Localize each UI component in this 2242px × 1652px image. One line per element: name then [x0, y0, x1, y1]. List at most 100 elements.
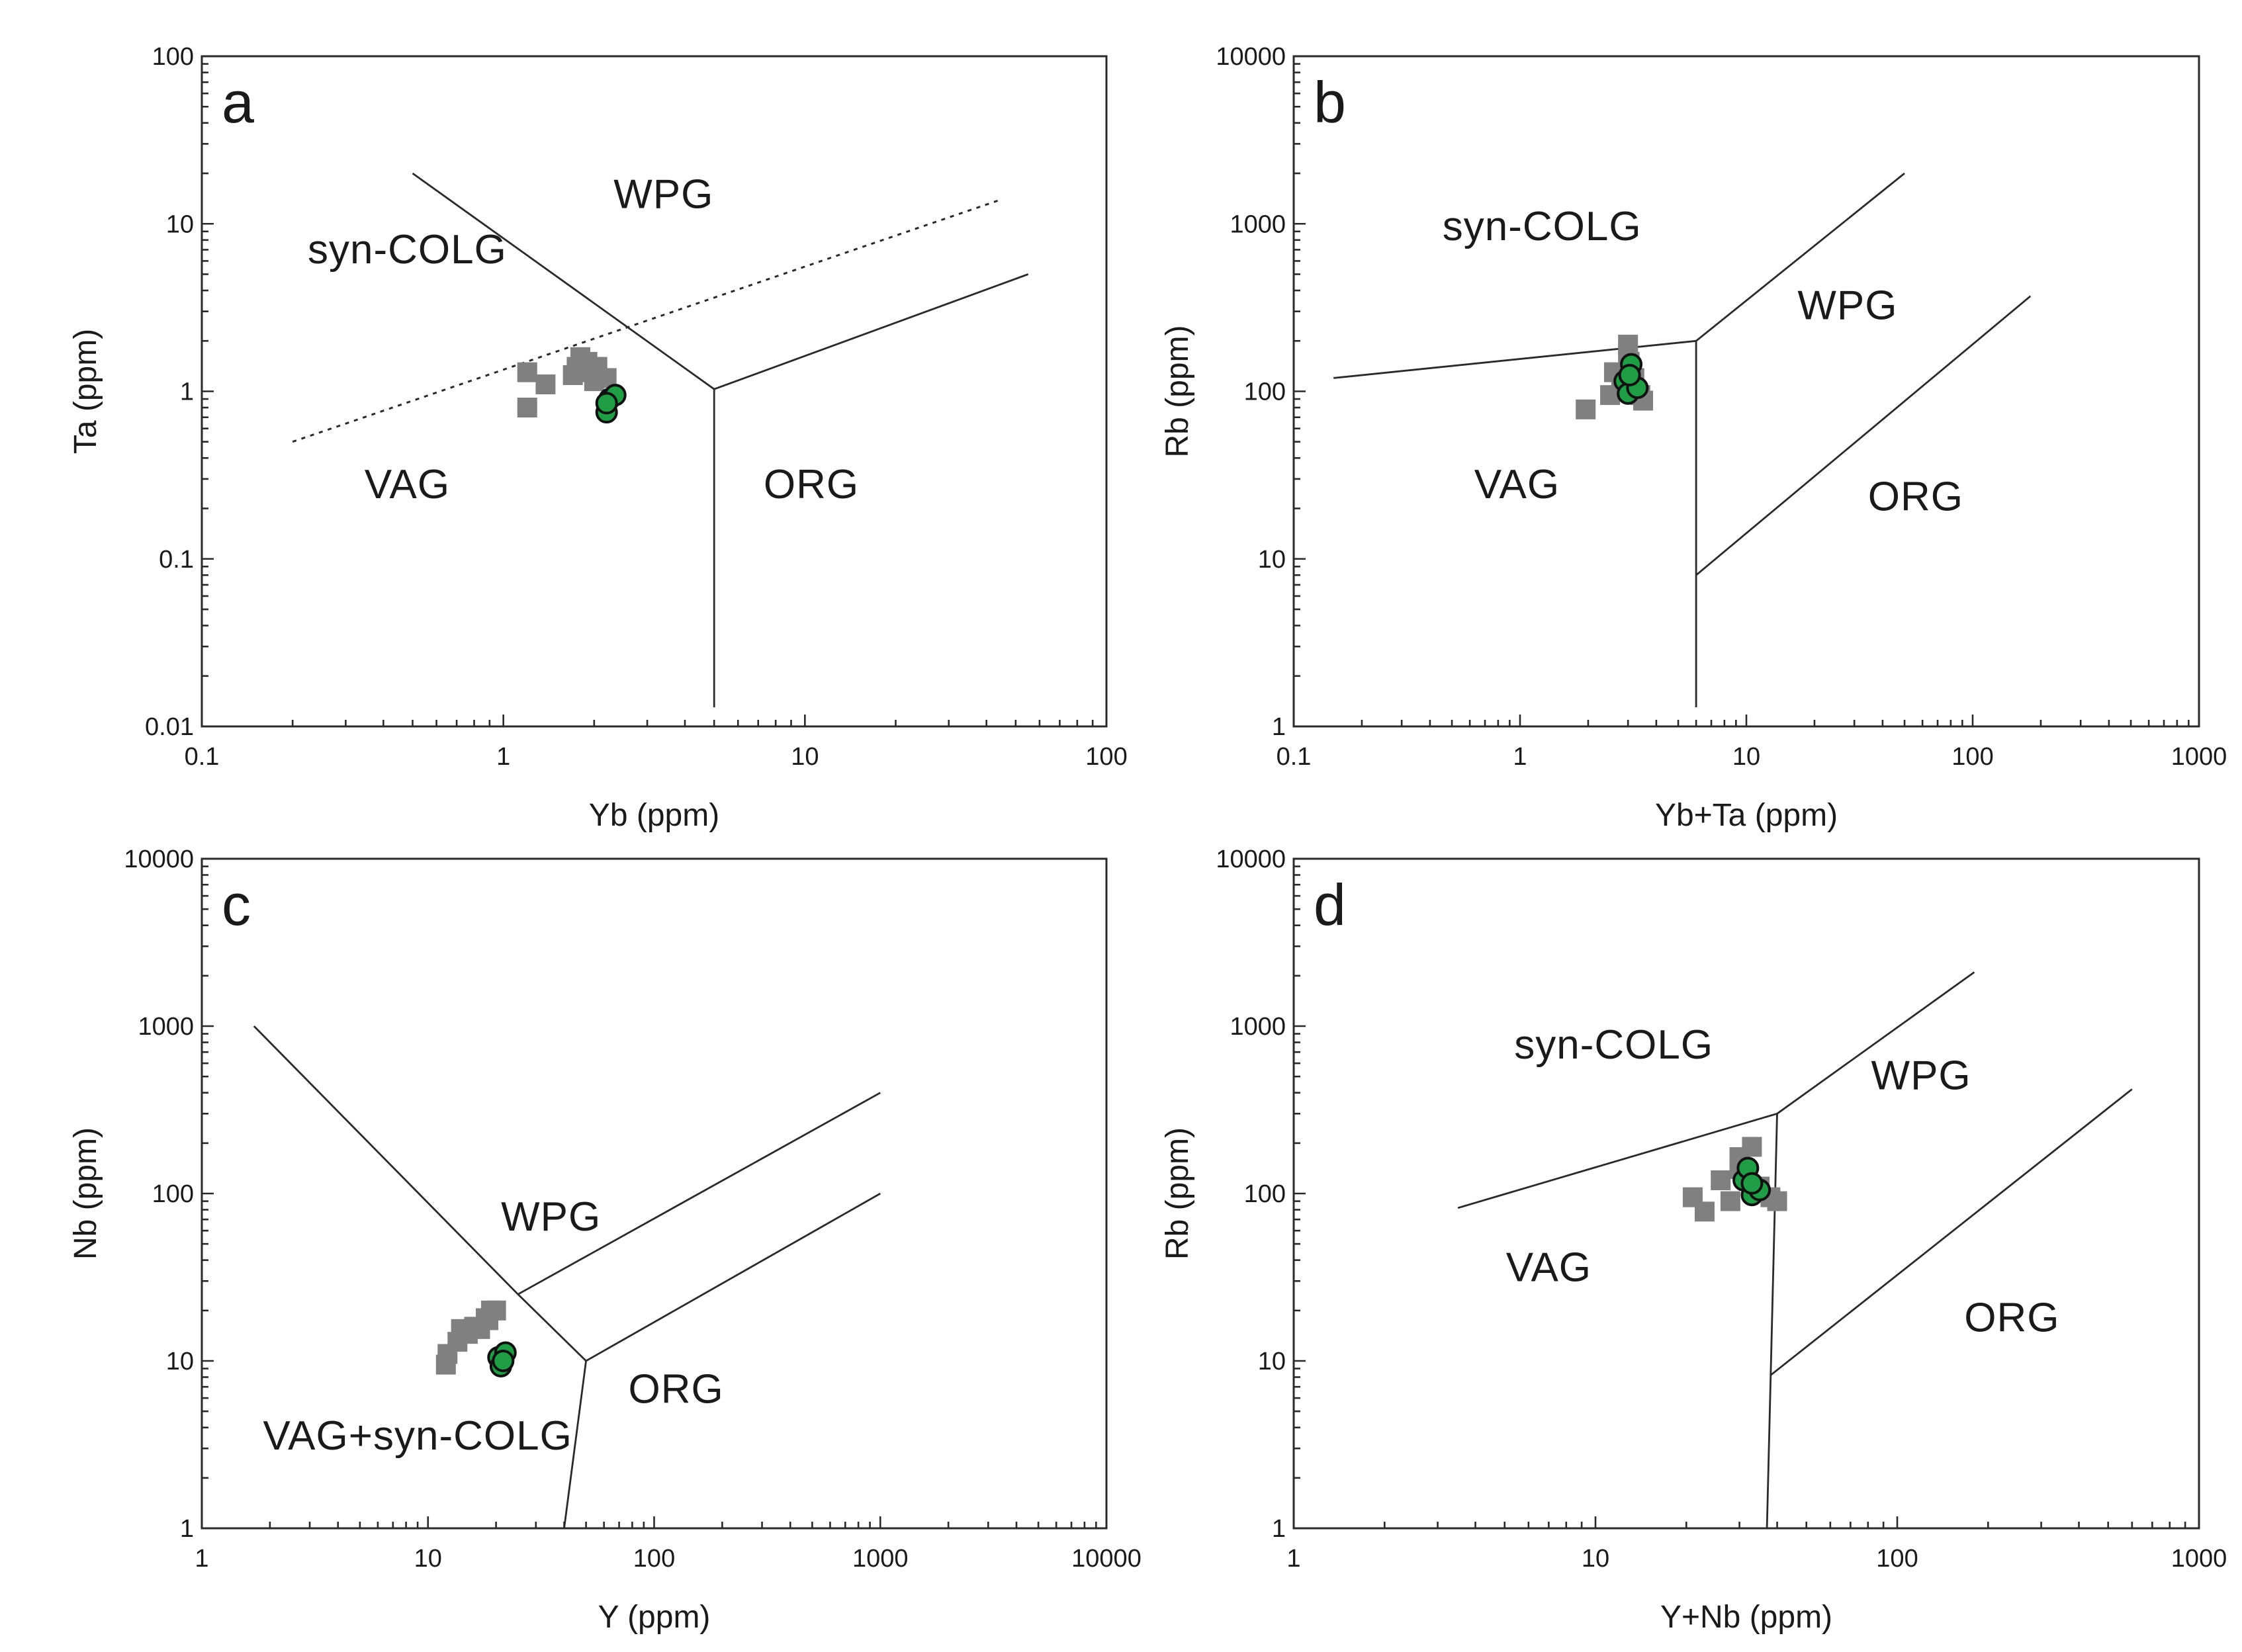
x-tick-label: 0.1 [185, 743, 220, 771]
panel-letter: b [1314, 69, 1346, 135]
x-axis-title: Yb+Ta (ppm) [1655, 798, 1838, 833]
y-tick-label: 10 [1258, 1348, 1286, 1375]
circle-data-point [1740, 1172, 1764, 1195]
boundary-line [1695, 172, 1905, 342]
y-axis-title: Ta (ppm) [68, 329, 103, 454]
y-tick-label: 1000 [1230, 1013, 1286, 1041]
boundary-line [1776, 971, 1975, 1115]
boundary-line [1457, 1112, 1777, 1209]
panel-d: 1 10 100 1000 1 10 100 1000 10000 Y+Nb (ppm) Rb (p… [1160, 846, 2227, 1635]
boundary-line [517, 1293, 587, 1362]
boundary-line [1695, 295, 2032, 576]
field-label-org: ORG [1964, 1295, 2059, 1340]
x-tick-label: 100 [1085, 743, 1127, 771]
dotted-boundary-line [292, 198, 1003, 443]
x-tick-label: 10 [1732, 743, 1760, 771]
y-axis-title: Rb (ppm) [1160, 1127, 1195, 1260]
plot-frame [1292, 55, 2200, 728]
boundary-line [253, 1025, 519, 1295]
plot-frame [201, 55, 1108, 728]
x-tick-label: 1 [1286, 1545, 1300, 1573]
field-label-syn-colg: syn-COLG [308, 227, 507, 273]
x-tick-label: 10000 [1071, 1545, 1142, 1573]
field-label-vag: VAG [365, 462, 450, 507]
x-tick-label: 1000 [2171, 1545, 2227, 1573]
x-tick-label: 10 [791, 743, 819, 771]
field-label-wpg: WPG [1797, 283, 1897, 328]
boundary-line [1766, 1113, 1778, 1529]
x-tick-label: 1000 [852, 1545, 909, 1573]
square-data-point [1720, 1191, 1740, 1211]
circle-data-point [595, 392, 618, 415]
field-label-org: ORG [1868, 474, 1963, 519]
y-tick-label: 10000 [124, 846, 194, 873]
square-data-point [478, 1310, 499, 1330]
y-tick-label: 100 [152, 1180, 194, 1208]
y-axis-title: Rb (ppm) [1160, 325, 1195, 457]
x-axis-title: Y+Nb (ppm) [1660, 1600, 1832, 1635]
y-tick-label: 10 [166, 1348, 194, 1375]
x-tick-label: 1 [1513, 743, 1527, 771]
square-data-point [566, 357, 587, 377]
boundary-line [713, 273, 1029, 390]
y-tick-label: 1000 [138, 1013, 194, 1041]
x-tick-label: 100 [633, 1545, 675, 1573]
y-tick-label: 1 [1272, 713, 1286, 741]
circle-data-point [1618, 363, 1641, 386]
boundary-line [412, 172, 715, 390]
x-tick-label: 10 [414, 1545, 442, 1573]
boundary-line [563, 1360, 587, 1529]
field-label-vag-syn-colg: VAG+syn-COLG [263, 1413, 572, 1459]
field-label-org: ORG [629, 1367, 724, 1413]
x-tick-label: 100 [1951, 743, 1993, 771]
square-data-point [1694, 1201, 1715, 1222]
field-label-wpg: WPG [501, 1194, 601, 1240]
field-label-vag: VAG [1506, 1244, 1592, 1290]
field-label-wpg: WPG [613, 172, 713, 218]
square-data-point [517, 398, 537, 418]
panel-c: 1 10 100 1000 10000 1 10 100 1000 10000 Y (ppm) Nb … [68, 846, 1142, 1635]
boundary-line [1770, 1088, 2133, 1376]
field-label-syn-colg: syn-COLG [1514, 1022, 1713, 1068]
field-label-vag: VAG [1474, 462, 1560, 507]
square-data-point [1576, 399, 1596, 419]
boundary-line [517, 1092, 881, 1295]
field-label-wpg: WPG [1871, 1053, 1971, 1098]
square-data-point [1767, 1191, 1787, 1211]
y-tick-label: 10 [1258, 546, 1286, 574]
panel-letter: a [222, 69, 254, 135]
y-tick-label: 10000 [1216, 846, 1286, 873]
square-data-point [517, 362, 537, 382]
y-tick-label: 10000 [1216, 43, 1286, 71]
y-tick-label: 1000 [1230, 210, 1286, 238]
x-tick-label: 1000 [2171, 743, 2227, 771]
y-tick-label: 10 [166, 210, 194, 238]
y-tick-label: 0.1 [159, 546, 194, 574]
circle-data-point [492, 1350, 515, 1372]
square-data-point [1711, 1170, 1731, 1190]
x-tick-label: 100 [1876, 1545, 1918, 1573]
field-label-syn-colg: syn-COLG [1443, 204, 1642, 249]
y-tick-label: 100 [152, 43, 194, 71]
x-tick-label: 1 [195, 1545, 208, 1573]
field-label-org: ORG [764, 462, 859, 507]
y-tick-label: 100 [1244, 1180, 1286, 1208]
boundary-line [585, 1192, 881, 1362]
panel-letter: d [1314, 872, 1346, 937]
x-tick-label: 0.1 [1277, 743, 1312, 771]
y-axis-title: Nb (ppm) [68, 1127, 103, 1260]
x-axis-title: Y (ppm) [598, 1600, 711, 1635]
y-tick-label: 100 [1244, 378, 1286, 406]
x-tick-label: 10 [1582, 1545, 1609, 1573]
y-tick-label: 1 [180, 1515, 194, 1543]
y-tick-label: 0.01 [145, 713, 194, 741]
panel-letter: c [222, 872, 251, 937]
square-data-point [535, 374, 556, 395]
x-axis-title: Yb (ppm) [589, 798, 719, 833]
y-tick-label: 1 [1272, 1515, 1286, 1543]
x-tick-label: 1 [496, 743, 510, 771]
y-tick-label: 1 [180, 378, 194, 406]
